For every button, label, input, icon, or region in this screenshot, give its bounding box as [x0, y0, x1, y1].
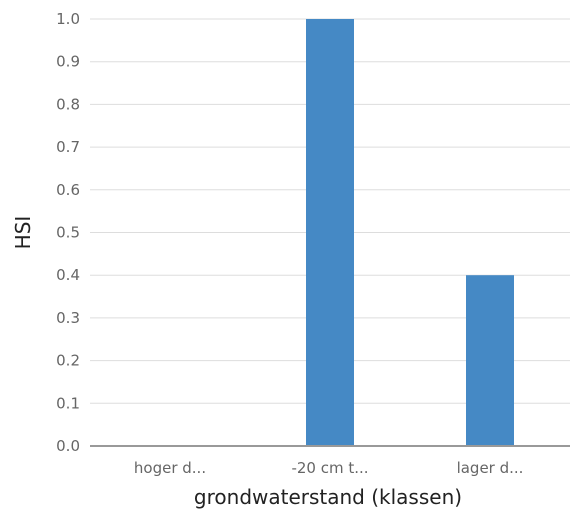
x-axis-ticks: hoger d... -20 cm t... lager d...: [134, 459, 524, 477]
bar: [306, 19, 354, 446]
y-tick-label: 0.4: [56, 266, 80, 284]
y-tick-label: 0.6: [56, 181, 80, 199]
y-tick-label: 1.0: [56, 10, 80, 28]
y-tick-label: 0.1: [56, 394, 80, 412]
y-axis-ticks: 0.0 0.1 0.2 0.3 0.4 0.5 0.6 0.7 0.8 0.9 1.0: [56, 10, 80, 455]
y-tick-label: 0.9: [56, 53, 80, 71]
bar: [466, 275, 514, 446]
x-tick-label: lager d...: [457, 459, 524, 477]
y-tick-label: 0.2: [56, 352, 80, 370]
y-axis-title: HSI: [11, 216, 35, 250]
y-tick-label: 0.7: [56, 138, 80, 156]
x-tick-label: hoger d...: [134, 459, 206, 477]
y-tick-label: 0.8: [56, 95, 80, 113]
y-tick-label: 0.0: [56, 437, 80, 455]
bars: [306, 19, 514, 446]
y-tick-label: 0.3: [56, 309, 80, 327]
y-tick-label: 0.5: [56, 224, 80, 242]
x-tick-label: -20 cm t...: [291, 459, 368, 477]
x-axis-title: grondwaterstand (klassen): [194, 485, 462, 509]
